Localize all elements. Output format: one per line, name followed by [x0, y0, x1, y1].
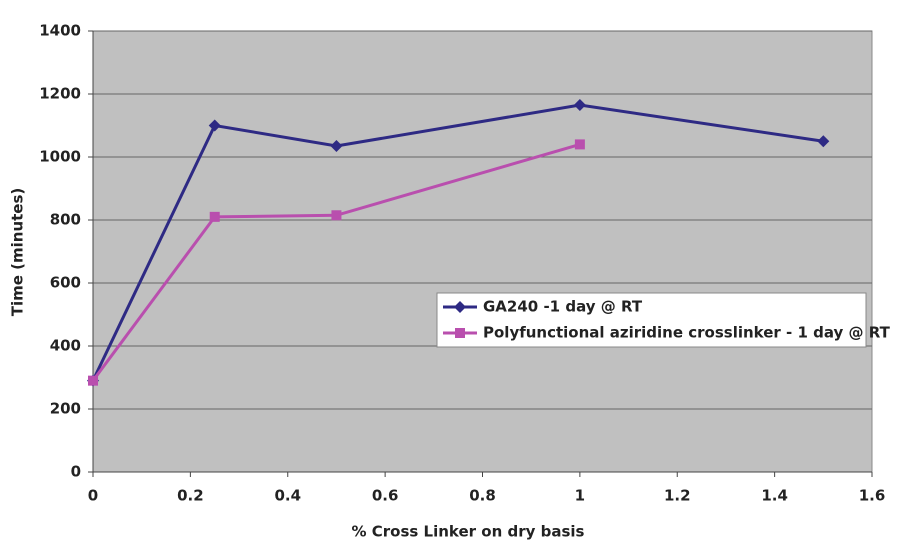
marker	[817, 135, 830, 148]
y-tick-label: 600	[50, 274, 81, 292]
marker	[88, 375, 98, 386]
plot-area	[92, 30, 873, 473]
y-tick-label: 200	[50, 400, 81, 418]
x-tick-label: 1.4	[761, 487, 788, 505]
x-tick-label: 1	[575, 487, 585, 505]
x-tick-label: 0	[88, 487, 98, 505]
x-tick-label: 1.2	[664, 487, 691, 505]
marker	[573, 99, 586, 112]
y-tick-label: 1400	[39, 22, 81, 40]
marker	[330, 139, 343, 152]
y-tick-label: 1200	[39, 85, 81, 103]
y-tick-label: 800	[50, 211, 81, 229]
marker	[574, 139, 585, 150]
legend-label: GA240 -1 day @ RT	[483, 298, 643, 316]
marker	[331, 210, 342, 221]
marker	[208, 119, 221, 132]
marker	[454, 301, 466, 313]
y-tick-label: 0	[71, 463, 81, 481]
legend-box	[436, 292, 867, 348]
legend-label: Polyfunctional aziridine crosslinker - 1…	[483, 324, 891, 342]
marker	[209, 211, 220, 222]
marker	[455, 328, 465, 338]
x-tick-label: 0.6	[372, 487, 399, 505]
x-tick-label: 1.6	[859, 487, 886, 505]
x-tick-label: 0.2	[177, 487, 204, 505]
x-tick-label: 0.4	[274, 487, 301, 505]
series-line	[91, 142, 581, 382]
y-tick-label: 1000	[39, 148, 81, 166]
x-axis-label: % Cross Linker on dry basis	[352, 523, 585, 541]
x-tick-label: 0.8	[469, 487, 496, 505]
y-tick-label: 400	[50, 337, 81, 355]
y-axis-label: Time (minutes)	[9, 188, 27, 317]
